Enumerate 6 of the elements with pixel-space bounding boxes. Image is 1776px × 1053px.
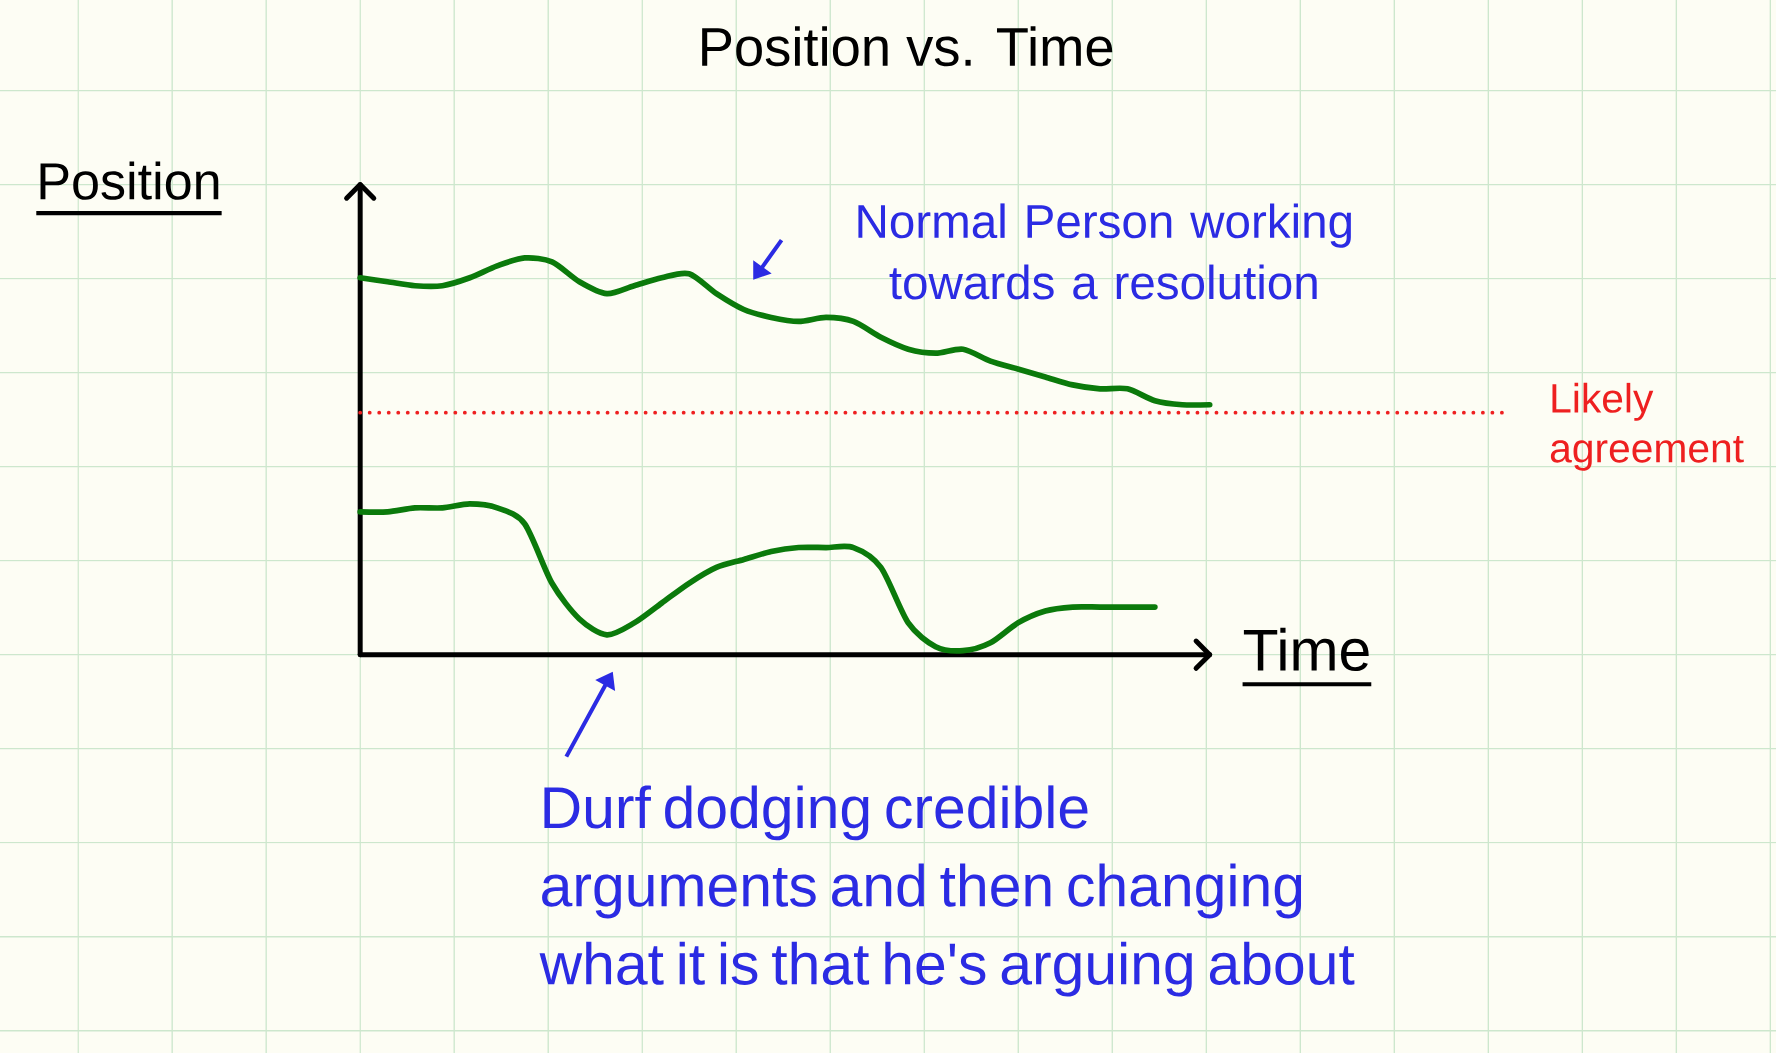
text: Durf dodging credible arguments and then changing what it is that he's arguing about xyxy=(539,785,1355,997)
annotation: Normal Person working towards a resolution xyxy=(858,203,1351,300)
x-axis-title: Time xyxy=(1243,627,1369,671)
ref-line-label: Likely agreement xyxy=(1550,382,1744,471)
chart-title: Position vs. Time xyxy=(702,26,1113,67)
y-axis-title: Position xyxy=(40,161,219,200)
